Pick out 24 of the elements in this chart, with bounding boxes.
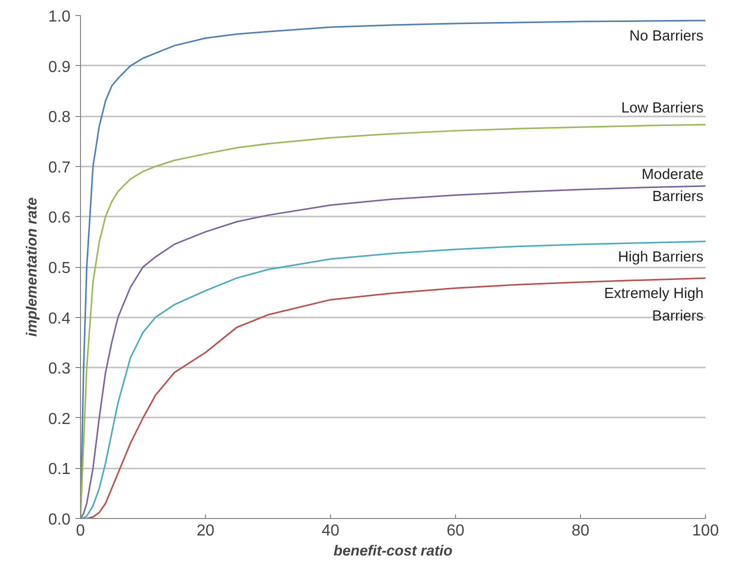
x-tick-label: 40 [322,522,340,540]
series-label: Moderate Barriers [642,166,704,206]
series-label: Extremely High Barriers [604,286,704,324]
y-tick-label: 0.6 [48,210,71,227]
x-tick-label: 100 [692,522,719,540]
y-tick-label: 0.5 [48,260,71,277]
series-label: No Barriers [629,28,704,45]
y-axis-title: implementation rate [24,197,40,337]
y-tick-label: 0.7 [48,159,71,176]
y-tick-label: 0.3 [48,360,71,378]
x-tick-label: 60 [446,522,464,540]
y-tick-label: 0.2 [48,410,71,428]
y-tick-label: 0.0 [48,512,71,528]
x-tick-label: 0 [76,522,86,540]
x-tick-label: 20 [196,522,214,540]
y-tick-label: 1.0 [48,8,71,26]
y-tick-label: 0.8 [48,109,71,126]
series-label: Low Barriers [621,100,704,117]
y-tick-label: 0.1 [48,461,71,478]
x-axis-title: benefit-cost ratio [334,544,452,560]
series-label: High Barriers [618,249,704,266]
y-tick-label: 0.9 [48,58,71,76]
y-tick-label: 0.4 [48,310,71,328]
x-tick-label: 80 [572,522,590,540]
